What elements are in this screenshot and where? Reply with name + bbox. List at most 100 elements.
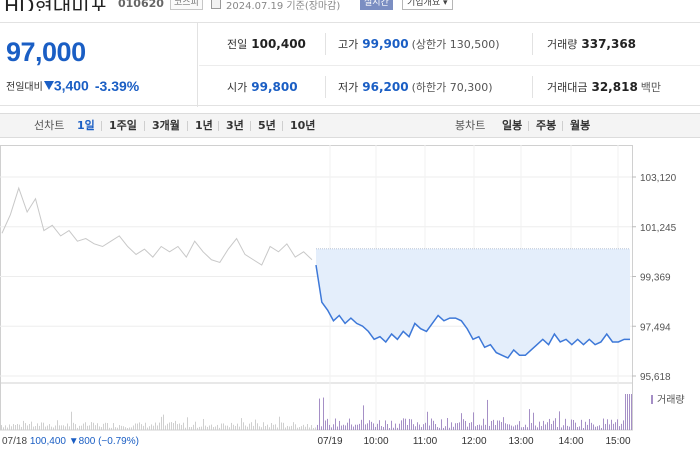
volume-bar <box>459 422 460 430</box>
volume-bar <box>3 427 4 430</box>
volume-bar <box>493 419 494 430</box>
tab-monthly[interactable]: 월봉 <box>570 119 591 132</box>
volume-bar <box>485 424 486 430</box>
volume-bar <box>553 420 554 430</box>
volume-bar <box>145 422 146 430</box>
volume-bar <box>443 427 444 430</box>
volume-bar <box>425 422 426 430</box>
volume-bar <box>139 422 140 430</box>
volume-bar <box>607 419 608 430</box>
tab-3m[interactable]: 3개월 <box>152 119 180 132</box>
change-percent: -3.39% <box>94 77 140 94</box>
y-tick-label: 101,245 <box>640 223 677 234</box>
volume-bar <box>369 420 370 430</box>
candle-chart-label: 봉차트 <box>455 119 486 132</box>
volume-bar <box>79 425 80 430</box>
volume-bar <box>173 423 174 430</box>
volume-bar <box>395 423 396 430</box>
volume-bar <box>475 426 476 430</box>
volume-bar <box>157 425 158 430</box>
company-overview-button[interactable]: 기업개요 ▾ <box>402 0 453 10</box>
volume-bar <box>251 422 252 430</box>
tab-10y[interactable]: 10년 <box>290 119 316 132</box>
volume-bar <box>581 419 582 430</box>
volume-bar <box>289 426 290 430</box>
current-price: 97,000 <box>6 37 86 67</box>
volume-bar <box>545 424 546 430</box>
volume-bar <box>63 425 64 430</box>
volume-bar <box>143 425 144 430</box>
volume-bar <box>451 422 452 430</box>
volume-bar <box>201 426 202 430</box>
volume-bar <box>265 425 266 430</box>
volume-bar <box>627 394 628 430</box>
volume-bar <box>573 419 574 430</box>
volume-bar <box>13 424 14 430</box>
volume-bar <box>415 426 416 430</box>
tab-1d[interactable]: 1일 <box>77 119 95 132</box>
tab-3y[interactable]: 3년 <box>226 119 244 132</box>
volume-bar <box>169 422 170 430</box>
volume-bar <box>295 424 296 430</box>
x-tick-label: 12:00 <box>461 436 486 447</box>
volume-bar <box>141 424 142 430</box>
volume-bar <box>439 427 440 430</box>
volume-bar <box>505 423 506 430</box>
volume-bar <box>353 426 354 430</box>
volume-bar <box>93 422 94 430</box>
volume-bar <box>15 425 16 430</box>
volume-bar <box>285 427 286 430</box>
volume-bar <box>17 423 18 430</box>
volume-bar <box>565 418 566 430</box>
tab-1w[interactable]: 1주일 <box>109 119 137 132</box>
tab-5y[interactable]: 5년 <box>258 119 276 132</box>
volume-bar <box>65 426 66 430</box>
volume-bar <box>129 427 130 430</box>
chart-period-tabs: 선차트 1일 1주일 3개월 1년 3년 5년 10년 봉차트 일봉 주봉 월봉 <box>0 113 700 138</box>
volume-bar <box>377 423 378 430</box>
volume-bar <box>361 419 362 430</box>
price-chart[interactable]: 103,120 101,245 99,369 97,494 95,618 거래량 07/19… <box>0 145 700 450</box>
volume-bar <box>611 419 612 430</box>
volume-bar <box>107 423 108 430</box>
volume-bar <box>291 425 292 430</box>
volume-bar <box>31 421 32 430</box>
volume-bar <box>237 423 238 430</box>
realtime-button[interactable]: 실시간 <box>360 0 393 10</box>
volume-bar <box>441 419 442 430</box>
low-price: 저가 96,200 (하한가 70,300) <box>338 80 493 94</box>
volume-bar <box>373 423 374 430</box>
volume-bar <box>137 423 138 430</box>
volume-bar <box>99 426 100 430</box>
volume-bar <box>69 426 70 430</box>
tab-1y[interactable]: 1년 <box>195 119 213 132</box>
volume-bar <box>207 426 208 430</box>
volume-bar <box>253 425 254 430</box>
prev-day-line <box>1 186 313 266</box>
base-date: 2024.07.19 기준(장마감) <box>226 1 341 11</box>
volume-bar <box>385 420 386 430</box>
volume-bar <box>211 424 212 430</box>
volume-bar <box>101 427 102 430</box>
volume-bar <box>569 426 570 430</box>
volume-bar <box>25 423 26 430</box>
volume-bar <box>87 425 88 430</box>
volume-bar <box>43 422 44 430</box>
volume-bar <box>209 425 210 430</box>
volume-bar <box>219 427 220 430</box>
volume-bar <box>523 427 524 430</box>
volume-bar <box>313 427 314 430</box>
volume-bar <box>587 424 588 430</box>
volume-bar <box>463 419 464 430</box>
tab-weekly[interactable]: 주봉 <box>536 119 557 132</box>
volume-bar <box>307 424 308 430</box>
volume-bar <box>199 426 200 430</box>
volume-bar <box>357 424 358 430</box>
volume-bar <box>45 426 46 430</box>
volume-bar <box>421 427 422 430</box>
stock-name: HD현대미포 <box>4 0 108 11</box>
volume-bar <box>41 422 42 430</box>
tab-daily[interactable]: 일봉 <box>502 119 523 132</box>
volume-bar <box>471 422 472 430</box>
volume-bar <box>301 426 302 430</box>
